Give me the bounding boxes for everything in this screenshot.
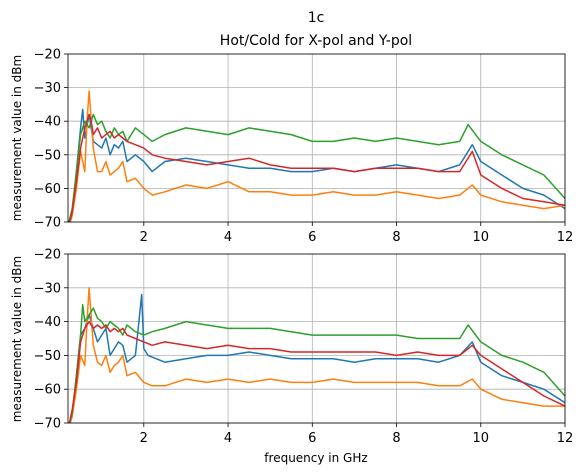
series-line-3 xyxy=(68,303,565,423)
x-tick-label: 4 xyxy=(224,431,232,446)
series-line-4 xyxy=(68,320,565,423)
x-tick-label: 6 xyxy=(308,431,316,446)
axes-frame xyxy=(67,53,566,223)
x-tick-label: 10 xyxy=(472,431,489,446)
x-axis-label: frequency in GHz xyxy=(264,451,367,465)
series-line-3 xyxy=(68,113,565,222)
top-subplot: 2 4 6 8 10 12 −70 −60 −50 −40 −30 −20 xyxy=(34,48,574,246)
y-tick-label: −40 xyxy=(34,315,61,330)
series-line-1 xyxy=(69,293,565,423)
x-tick-label: 2 xyxy=(140,230,148,245)
top-y-axis-label: measurement value in dBm xyxy=(10,55,24,221)
y-tick-label: −30 xyxy=(34,81,61,96)
bottom-y-axis-label: measurement value in dBm xyxy=(10,256,24,422)
y-tick-label: −20 xyxy=(34,48,61,63)
bottom-subplot: 2 4 6 8 10 12 −70 −60 −50 −40 −30 −20 xyxy=(34,248,574,447)
y-tick-label: −60 xyxy=(34,383,61,398)
axes-frame xyxy=(67,253,566,424)
chart-title-line2: Hot/Cold for X-pol and Y-pol xyxy=(220,33,412,49)
series-line-1 xyxy=(69,108,565,222)
x-tick-label: 2 xyxy=(140,431,148,446)
y-tick-label: −20 xyxy=(34,248,61,263)
y-tick-label: −30 xyxy=(34,281,61,296)
y-tick-label: −50 xyxy=(34,349,61,364)
x-tick-label: 12 xyxy=(557,230,574,245)
series-line-2 xyxy=(69,287,565,423)
x-tick-label: 10 xyxy=(472,230,489,245)
y-tick-label: −60 xyxy=(34,182,61,197)
x-tick-label: 4 xyxy=(224,230,232,245)
x-tick-label: 12 xyxy=(557,431,574,446)
y-tick-label: −40 xyxy=(34,115,61,130)
chart-title-line1: 1c xyxy=(308,10,325,26)
y-tick-label: −70 xyxy=(34,216,61,231)
x-tick-label: 6 xyxy=(308,230,316,245)
y-tick-label: −70 xyxy=(34,417,61,432)
x-tick-label: 8 xyxy=(392,230,400,245)
series-line-4 xyxy=(68,113,565,222)
y-tick-label: −50 xyxy=(34,148,61,163)
x-tick-label: 8 xyxy=(392,431,400,446)
